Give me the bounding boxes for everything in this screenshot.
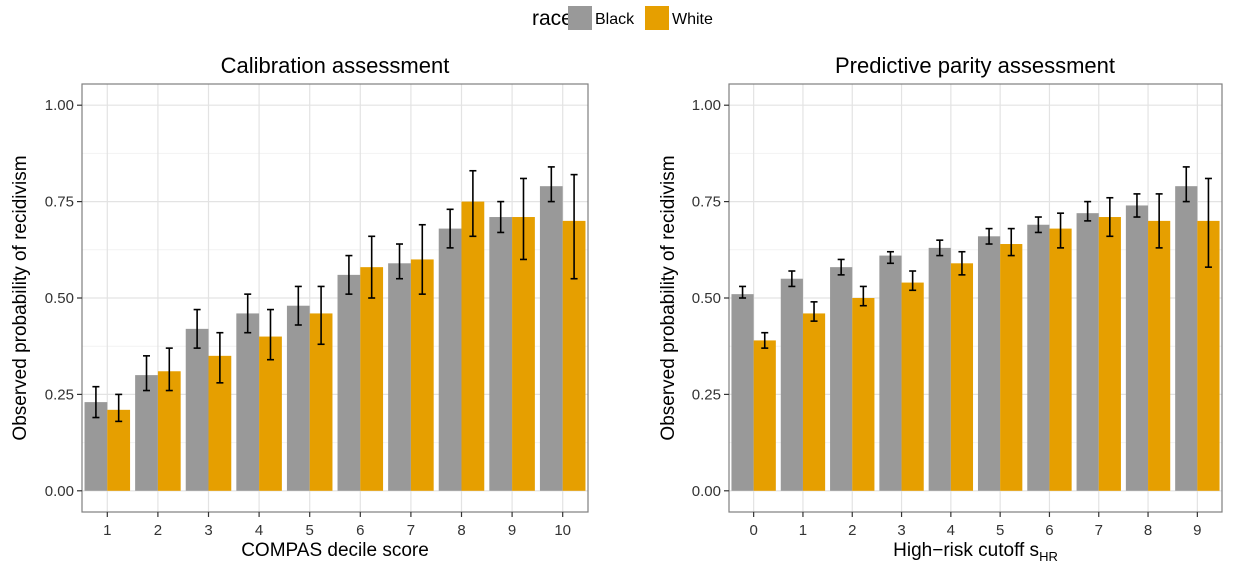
bar-white-6: [1049, 228, 1072, 491]
bar-black-3: [185, 328, 209, 491]
y-tick-label: 1.00: [45, 97, 74, 114]
bar-black-7: [388, 263, 411, 491]
x-tick-label: 2: [154, 522, 162, 539]
bar-white-6: [360, 267, 384, 491]
x-tick-label: 10: [554, 522, 571, 539]
bar-white-8: [461, 201, 485, 491]
legend-title: race: [532, 7, 573, 30]
bar-white-1: [802, 313, 826, 491]
chart-title: Predictive parity assessment: [835, 53, 1115, 78]
y-tick-label: 0.25: [692, 386, 721, 403]
x-tick-label: 5: [996, 522, 1004, 539]
legend-label-white: White: [672, 11, 713, 28]
chart-panel-2: 0.00 0.25 0.50 0.75 1.00 0 1 2 3 4 5 6 7 8 9 Predictive…: [658, 53, 1223, 564]
y-tick-label: 0.50: [45, 290, 74, 307]
bar-white-5: [309, 313, 333, 491]
bar-white-4: [259, 336, 282, 491]
x-tick-label: 7: [1095, 522, 1103, 539]
y-tick-label: 0.00: [45, 483, 74, 500]
bar-white-3: [901, 282, 924, 491]
x-tick-label: 4: [947, 522, 955, 539]
bar-black-6: [1027, 224, 1050, 491]
legend: race Black White: [532, 6, 713, 30]
bar-white-0: [753, 340, 776, 491]
y-tick-label: 0.00: [692, 483, 721, 500]
bar-black-5: [286, 305, 310, 491]
bar-white-10: [562, 220, 586, 491]
bar-black-2: [830, 267, 853, 491]
x-tick-label: 7: [407, 522, 415, 539]
bar-black-8: [438, 228, 462, 491]
x-tick-label: 6: [356, 522, 364, 539]
bar-black-1: [780, 278, 803, 491]
bar-black-0: [731, 294, 754, 491]
x-axis-label: COMPAS decile score: [241, 540, 429, 561]
y-tick-label: 0.25: [45, 386, 74, 403]
bar-white-9: [1197, 220, 1220, 491]
bar-white-7: [1098, 217, 1121, 491]
bar-white-2: [157, 371, 181, 491]
x-tick-label: 3: [897, 522, 905, 539]
bar-black-7: [1076, 213, 1099, 491]
y-tick-label: 0.75: [692, 194, 721, 211]
x-tick-label: 9: [1193, 522, 1201, 539]
bar-white-2: [852, 298, 875, 491]
legend-swatch-white: [645, 6, 669, 30]
legend-swatch-black: [568, 6, 592, 30]
bar-white-8: [1148, 220, 1171, 491]
bar-black-2: [135, 375, 158, 491]
bar-black-1: [84, 402, 108, 491]
x-tick-label: 4: [255, 522, 263, 539]
x-tick-label: 2: [848, 522, 856, 539]
bar-black-9: [489, 217, 513, 491]
bar-black-10: [539, 186, 563, 491]
x-tick-label: 3: [204, 522, 212, 539]
bar-black-5: [977, 236, 1001, 491]
x-tick-label: 6: [1045, 522, 1053, 539]
x-tick-label: 8: [1144, 522, 1152, 539]
bar-black-4: [928, 247, 951, 491]
x-tick-label: 1: [799, 522, 807, 539]
y-tick-label: 0.50: [692, 290, 721, 307]
legend-label-black: Black: [595, 11, 635, 28]
bar-black-9: [1175, 186, 1198, 491]
bar-white-5: [1000, 244, 1023, 491]
y-axis-label: Observed probability of recidivism: [10, 155, 31, 440]
bar-white-9: [512, 217, 535, 491]
x-axis-label: High−risk cutoff sHR: [893, 540, 1058, 563]
bar-white-4: [950, 263, 974, 491]
x-tick-label: 9: [508, 522, 516, 539]
y-tick-label: 1.00: [692, 97, 721, 114]
x-tick-label: 1: [103, 522, 111, 539]
y-axis-label: Observed probability of recidivism: [658, 155, 679, 440]
x-tick-label: 8: [457, 522, 465, 539]
chart-title: Calibration assessment: [221, 53, 450, 78]
bar-black-6: [337, 274, 361, 491]
bar-white-7: [410, 259, 434, 491]
bar-black-3: [879, 255, 902, 491]
y-tick-label: 0.75: [45, 194, 74, 211]
x-axis-label-subscript: HR: [1039, 549, 1058, 563]
bar-white-1: [107, 409, 131, 491]
bar-black-8: [1125, 205, 1149, 491]
bar-black-4: [236, 313, 260, 491]
bar-white-3: [208, 355, 232, 491]
x-tick-label: 0: [749, 522, 757, 539]
x-tick-label: 5: [306, 522, 314, 539]
chart-panel-1: 0.00 0.25 0.50 0.75 1.00 1 2 3 4 5 6 7 8 9 10 Calibrati…: [10, 53, 589, 561]
